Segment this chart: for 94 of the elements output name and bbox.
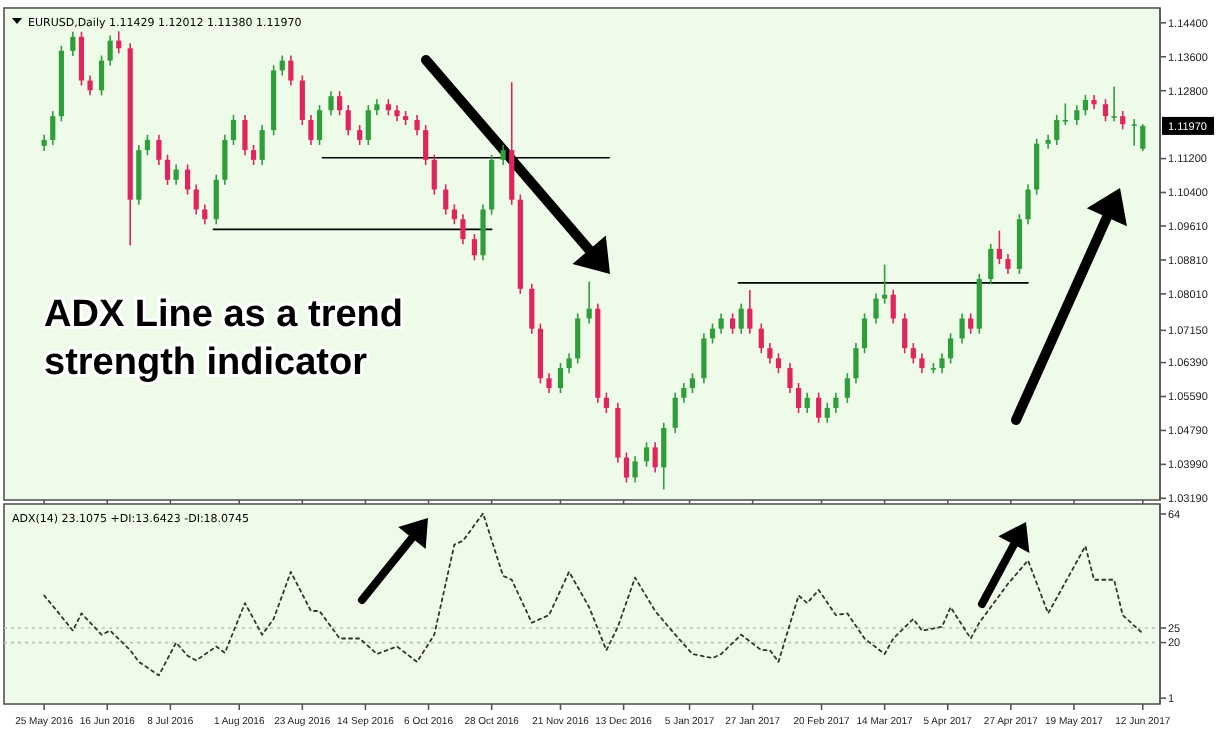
candlestick [661,422,667,491]
candlestick [890,288,896,325]
candlestick [308,114,314,146]
candlestick [603,391,609,414]
candlestick [873,292,879,325]
candlestick [546,372,552,394]
candlestick [365,104,371,146]
candlestick [681,382,687,404]
candlestick [787,362,793,394]
candlestick [1005,253,1011,275]
candlestick [718,312,724,335]
candlestick [173,163,179,186]
candlestick [795,382,802,414]
candlestick [1140,123,1146,152]
candlestick [423,124,429,166]
candlestick [1062,102,1068,126]
candlestick [184,163,191,196]
candlestick [767,342,773,365]
candlestick [747,289,753,335]
candlestick [1074,104,1080,126]
candlestick [431,153,437,196]
candlestick [1054,114,1060,146]
candlestick [775,352,782,374]
candlestick [414,114,420,137]
candlestick [1045,134,1051,150]
candlestick [652,441,658,474]
candlestick [902,312,908,355]
candlestick [193,183,199,216]
candlestick [451,203,457,226]
candlestick [443,183,449,216]
candlestick [156,134,162,166]
candlestick [328,90,334,117]
candlestick [70,30,76,57]
candlestick [78,30,85,87]
candlestick [730,312,736,335]
candlestick [288,54,294,87]
candlestick [959,312,965,345]
candlestick [833,391,839,414]
candlestick [988,243,994,285]
candlestick [1102,98,1109,123]
candlestick [623,451,630,484]
candlestick [259,124,265,166]
candlestick [222,134,228,186]
candlestick [861,312,868,355]
candlestick [230,114,237,146]
candlestick [87,74,93,97]
candlestick [948,332,954,365]
candlestick [213,173,219,226]
candlestick [643,441,650,468]
candlestick [480,203,486,262]
candlestick [632,455,638,484]
candlestick [1025,183,1031,226]
candlestick [460,213,466,246]
candlestick [575,312,581,365]
candlestick [299,74,305,126]
candlestick [242,114,248,156]
candlestick [804,391,810,414]
annotation: ADX Line as a trend strength indicator [44,294,403,384]
candlestick [316,104,323,146]
candlestick [107,34,113,67]
candlestick [758,322,764,355]
candlestick [844,372,850,404]
candlestick [672,391,678,434]
candlestick [357,124,363,146]
candlestick [164,153,171,186]
candlestick [738,302,744,335]
candlestick [853,342,859,385]
candlestick [1111,85,1117,123]
candlestick [1120,110,1126,131]
candlestick [882,263,888,305]
candlestick [689,372,696,394]
candlestick [557,362,564,394]
candlestick [250,144,257,166]
candlestick [824,402,830,424]
candlestick [1131,118,1137,147]
candlestick [98,54,105,97]
candlestick [500,144,506,166]
candlestick [337,90,343,117]
candlestick [566,352,572,374]
candlestick [471,233,478,262]
candlestick [144,134,151,156]
candlestick [919,352,925,374]
candlestick [968,312,974,335]
candlestick [1034,137,1040,196]
candlestick [701,332,707,385]
candlestick [345,104,351,137]
candlestick [1082,94,1089,117]
candlestick [996,229,1002,265]
candlestick [529,282,535,335]
candlestick [50,110,56,146]
candlestick [910,342,916,365]
candlestick [202,203,208,226]
candlestick [939,352,945,374]
candlestick [816,391,822,424]
